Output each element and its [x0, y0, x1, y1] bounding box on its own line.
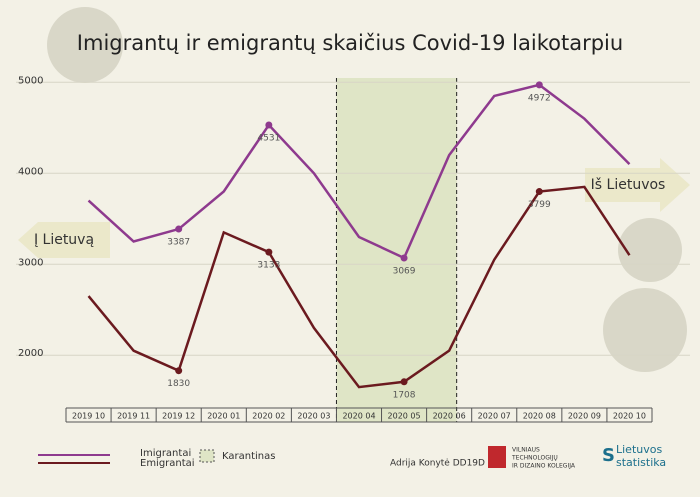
point — [265, 121, 273, 129]
x-tick-label: 2020 02 — [252, 412, 285, 421]
value-label: 1830 — [167, 379, 190, 389]
value-label: 3799 — [528, 200, 551, 210]
point — [535, 81, 543, 89]
shaded-region — [336, 78, 457, 422]
x-tick-label: 2020 01 — [207, 412, 240, 421]
value-label: 3133 — [257, 261, 280, 271]
legend-label: Karantinas — [222, 451, 275, 462]
arrow — [585, 158, 690, 212]
college: TECHNOLOGIJŲ — [511, 455, 558, 462]
value-label: 4972 — [528, 93, 551, 103]
y-tick-label: 3000 — [18, 257, 43, 268]
x-tick-label: 2020 06 — [433, 412, 466, 421]
x-tick-label: 2019 12 — [162, 412, 195, 421]
x-tick-label: 2020 08 — [523, 412, 556, 421]
annotation: Iš Lietuvos — [591, 177, 666, 193]
chart-title: Imigrantų ir emigrantų skaičius Covid-19… — [77, 31, 623, 55]
value-label: 1708 — [393, 390, 416, 400]
annotation: Į Lietuvą — [34, 232, 94, 248]
point — [535, 188, 543, 196]
x-tick-label: 2020 07 — [478, 412, 511, 421]
y-tick-label: 2000 — [18, 348, 43, 359]
stat: statistika — [616, 456, 666, 469]
legend-label: Emigrantai — [140, 458, 195, 469]
x-tick-label: 2019 10 — [72, 412, 105, 421]
legend-swatch — [199, 449, 215, 463]
x-tick-label: 2020 05 — [388, 412, 421, 421]
point — [400, 378, 408, 386]
value-label: 4531 — [257, 133, 280, 143]
x-tick-label: 2020 03 — [297, 412, 330, 421]
stat: Lietuvos — [616, 443, 662, 456]
legend-label: Imigrantai — [140, 448, 191, 459]
point — [400, 254, 408, 262]
author: Adrija Konytė DD19D — [390, 459, 485, 469]
value-label: 3387 — [167, 238, 190, 248]
y-tick-label: 4000 — [18, 166, 43, 177]
point — [175, 367, 183, 375]
value-label: 3069 — [393, 266, 416, 276]
arrow — [18, 222, 110, 258]
logo — [488, 446, 506, 468]
point — [175, 225, 183, 233]
college: IR DIZAINO KOLEGIJA — [512, 463, 576, 470]
logo: S — [602, 445, 615, 466]
x-tick-label: 2020 10 — [613, 412, 646, 421]
x-tick-label: 2019 11 — [117, 412, 150, 421]
college: VILNIAUS — [512, 447, 540, 454]
x-tick-label: 2020 09 — [568, 412, 601, 421]
decoration — [47, 7, 687, 372]
y-tick-label: 5000 — [18, 75, 43, 86]
point — [265, 248, 273, 256]
x-tick-label: 2020 04 — [342, 412, 375, 421]
